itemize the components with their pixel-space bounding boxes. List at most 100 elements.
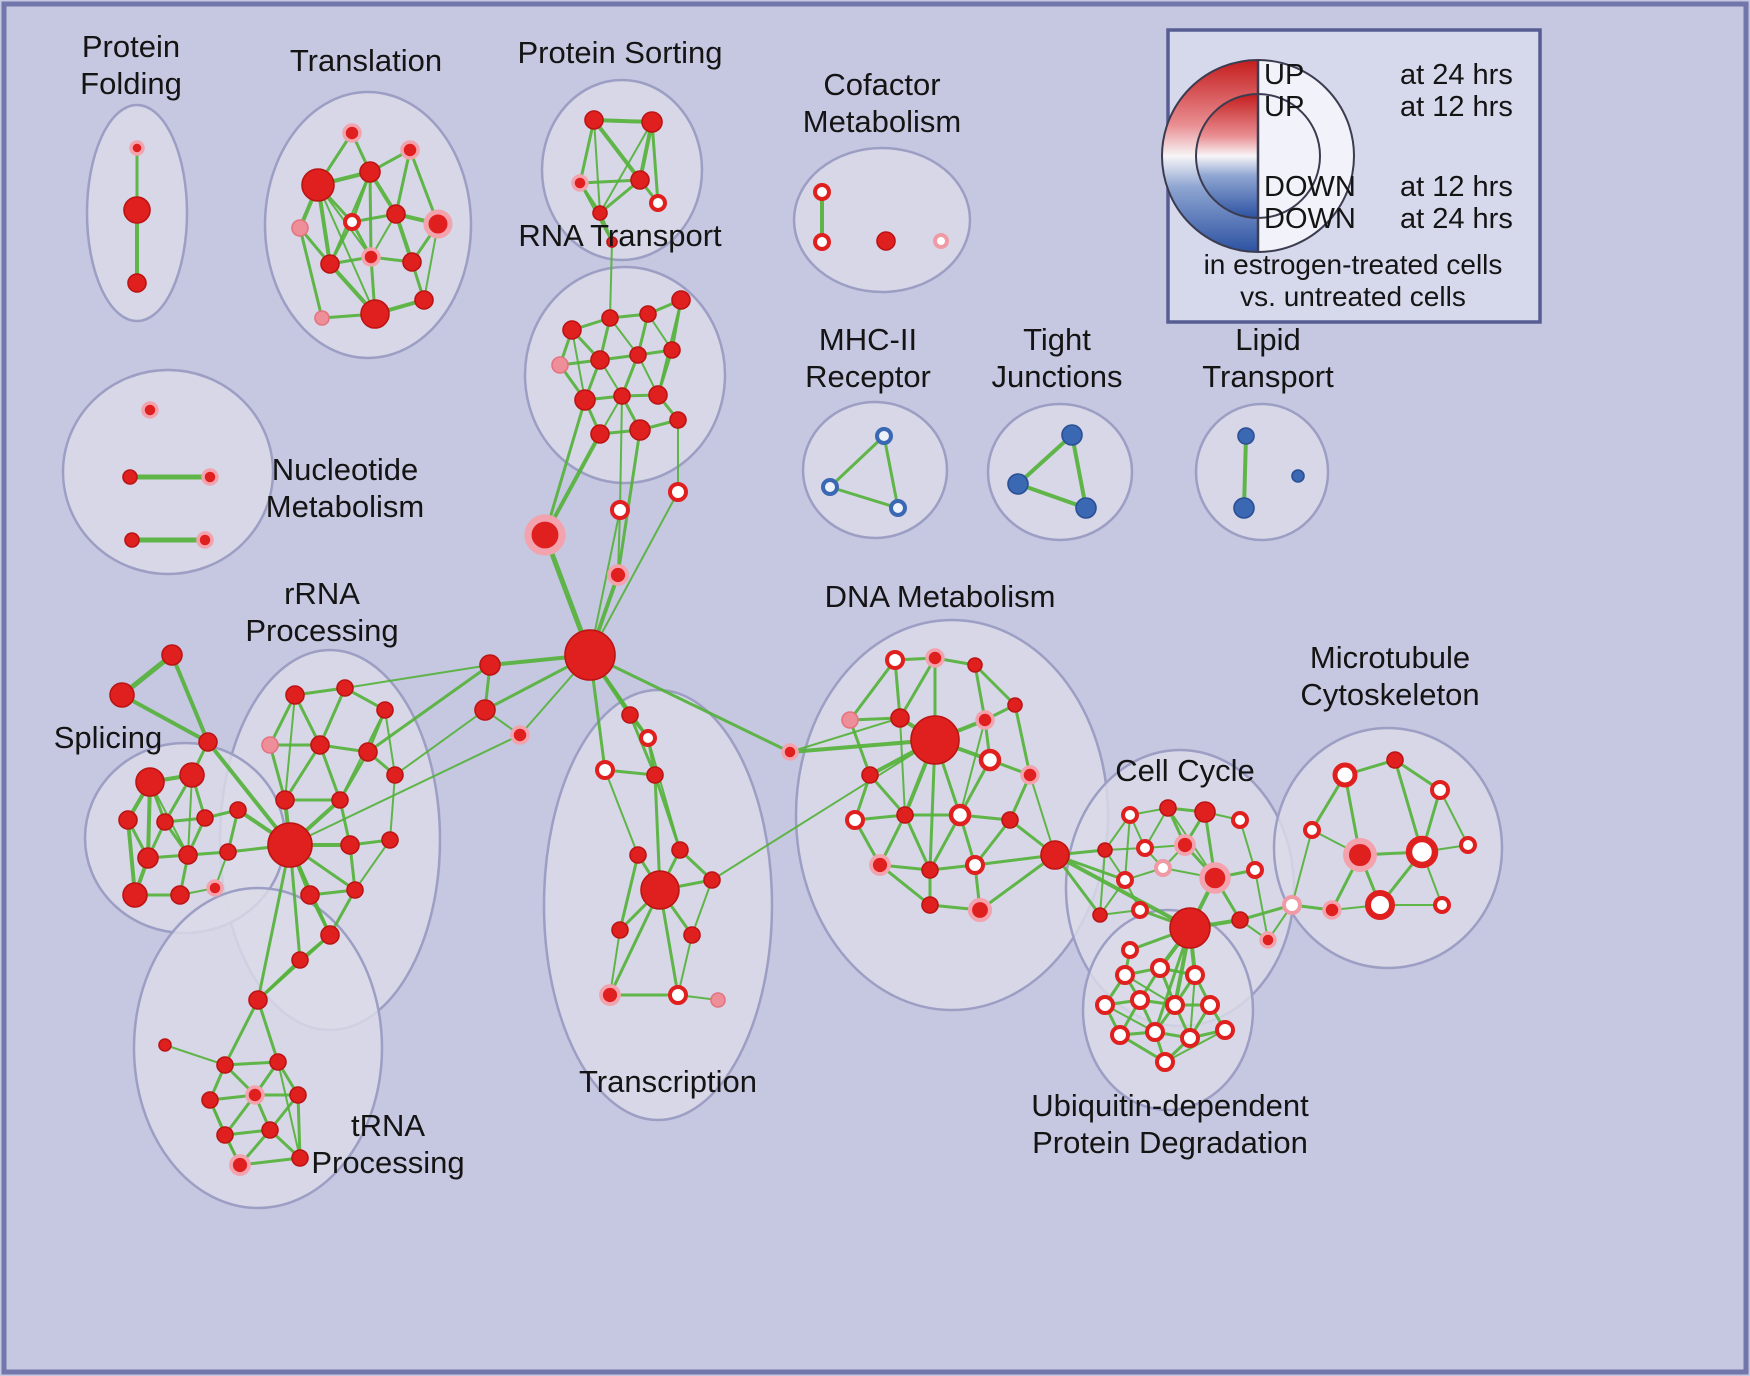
network-node-ring (1110, 1025, 1130, 1045)
cluster-label-lipid-transport: Transport (1202, 359, 1334, 394)
network-node-red (646, 766, 664, 784)
network-node-red (1097, 842, 1113, 858)
network-edge (711, 739, 936, 881)
network-edge (223, 1060, 280, 1067)
network-node-ring (1215, 1020, 1235, 1040)
network-edge (691, 879, 713, 936)
network-node-ring (1231, 811, 1249, 829)
network-node-red (629, 346, 647, 364)
cluster-nucleotide-metabolism (61, 368, 275, 576)
network-node-ring (1116, 871, 1134, 889)
network-node-red (331, 791, 349, 809)
network-edge (394, 709, 486, 776)
network-node-red (414, 290, 434, 310)
network-node-red (320, 925, 340, 945)
network-node-red (137, 847, 159, 869)
cluster-tight-junctions (986, 402, 1134, 542)
network-node-red (178, 845, 198, 865)
network-edge (609, 929, 621, 996)
cluster-label-protein-folding: Folding (80, 66, 182, 101)
network-node-ring (1165, 995, 1185, 1015)
network-node-red (402, 252, 422, 272)
network-edge (1016, 482, 1088, 510)
network-node-red (285, 685, 305, 705)
network-node-halo (967, 897, 993, 923)
network-node-halo (206, 879, 224, 897)
cluster-label-transcription: Transcription (579, 1064, 757, 1099)
network-node-ring (1130, 990, 1150, 1010)
network-edge (592, 118, 642, 182)
network-node-red (621, 706, 639, 724)
network-node-ring (1121, 806, 1139, 824)
network-edge (609, 241, 613, 319)
network-node-red (921, 896, 939, 914)
network-edge (828, 434, 886, 489)
network-node-red (123, 196, 151, 224)
network-node-red (671, 841, 689, 859)
network-node-ring (1131, 901, 1149, 919)
network-node-red (630, 170, 650, 190)
network-edge (543, 398, 587, 537)
network-node-red (629, 846, 647, 864)
cluster-label-cell-cycle: Cell Cycle (1115, 753, 1255, 788)
network-node-red (248, 990, 268, 1010)
network-node-halo (141, 401, 159, 419)
network-edge (616, 428, 642, 577)
network-edge (588, 653, 792, 754)
legend-caption-line1: in estrogen-treated cells (1204, 249, 1503, 280)
network-node-ring (1332, 762, 1358, 788)
network-node-red (1092, 907, 1108, 923)
cluster-label-tight-junctions: Tight (1023, 322, 1091, 357)
network-edge (296, 1093, 302, 1160)
network-node-red (896, 806, 914, 824)
network-node-red (1159, 799, 1177, 817)
network-edge (1099, 849, 1106, 916)
network-node-red (170, 885, 190, 905)
network-node-ring (1200, 995, 1220, 1015)
cluster-label-microtubule-cytoskeleton: Cytoskeleton (1300, 677, 1479, 712)
network-node-red (386, 766, 404, 784)
network-edge (284, 694, 296, 801)
network-edge (828, 485, 900, 510)
network-node-red (229, 801, 247, 819)
cluster-label-rrna-processing: Processing (245, 613, 398, 648)
network-edge (578, 118, 596, 185)
network-node-red (671, 290, 691, 310)
legend-time-down-12: at 12 hrs (1400, 171, 1513, 203)
network-node-pinkring (933, 233, 949, 249)
network-node-red (291, 951, 309, 969)
network-node-pink (841, 711, 859, 729)
network-node-halo (400, 140, 420, 160)
network-edge (1013, 703, 1032, 777)
cluster-cofactor-metabolism (792, 146, 972, 294)
network-node-ring (1136, 839, 1154, 857)
network-node-red (669, 411, 687, 429)
network-node-halo (524, 514, 566, 556)
cluster-label-nucleotide-metabolism: Nucleotide (272, 452, 418, 487)
cluster-label-mhc-ii-receptor: MHC-II (819, 322, 917, 357)
cluster-lipid-transport (1194, 402, 1330, 542)
network-node-halo (1174, 834, 1196, 856)
network-node-red (161, 644, 183, 666)
network-edge (848, 658, 897, 722)
network-node-ring (965, 855, 985, 875)
network-node-ring (343, 213, 361, 231)
network-node-red (703, 871, 721, 889)
network-edge (599, 121, 653, 214)
network-edge (1070, 433, 1088, 510)
network-node-red (592, 205, 608, 221)
network-node-red (641, 111, 663, 133)
cluster-label-cofactor-metabolism: Cofactor (823, 67, 940, 102)
network-node-pinkring (1282, 895, 1302, 915)
network-node-red (639, 305, 657, 323)
network-node-bluering (875, 427, 893, 445)
network-edge (868, 773, 907, 817)
network-node-ring (639, 729, 657, 747)
network-edge (973, 663, 1017, 707)
network-edge (653, 773, 682, 852)
network-node-red (201, 1091, 219, 1109)
legend-dir-down-24: DOWN (1264, 203, 1356, 235)
network-node-ring (1430, 780, 1450, 800)
network-node-halo (1259, 931, 1277, 949)
